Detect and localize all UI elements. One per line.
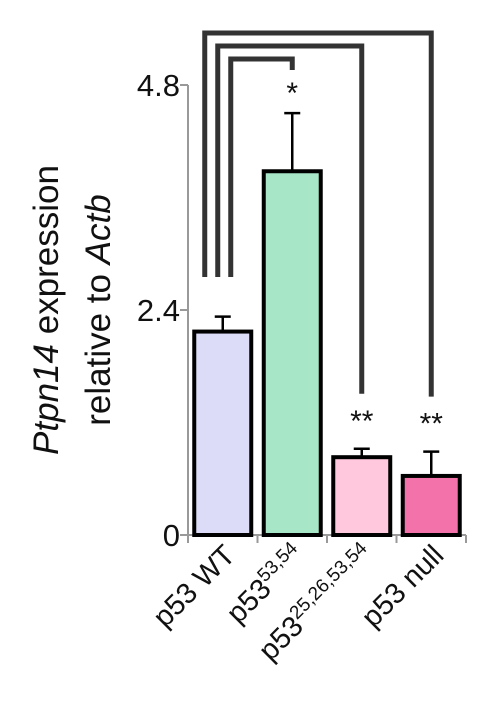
y-label-line: relative to Actb [79,194,118,426]
bar [261,169,323,537]
x-tick-label: p53 WT [147,539,242,634]
error-bar [284,111,301,172]
category-name: p53 WT [147,539,242,634]
y-label-part: Actb [79,194,118,266]
y-tick-label: 4.8 [137,68,180,103]
bar [400,473,462,537]
significance-bracket [228,56,295,277]
bar [192,329,254,537]
y-label-part: Ptpn14 [27,344,66,455]
y-tick-label: 0 [163,518,180,553]
y-label-part: relative to [79,264,118,425]
significance-label: ** [420,408,444,441]
y-label-line: Ptpn14 expression [27,165,66,455]
error-bar [214,315,231,332]
significance-label: ** [350,405,374,438]
bar [331,455,393,537]
y-label-part: expression [27,165,66,344]
error-bar [353,447,370,458]
category-superscript: 53,54 [254,538,303,587]
significance-bracket [215,43,365,394]
y-axis-label: Ptpn14 expression relative to Actb [27,165,118,455]
significance-bracket [202,30,434,397]
significance-label: * [286,77,298,110]
error-bar [423,450,440,476]
y-tick-label: 2.4 [137,293,180,328]
